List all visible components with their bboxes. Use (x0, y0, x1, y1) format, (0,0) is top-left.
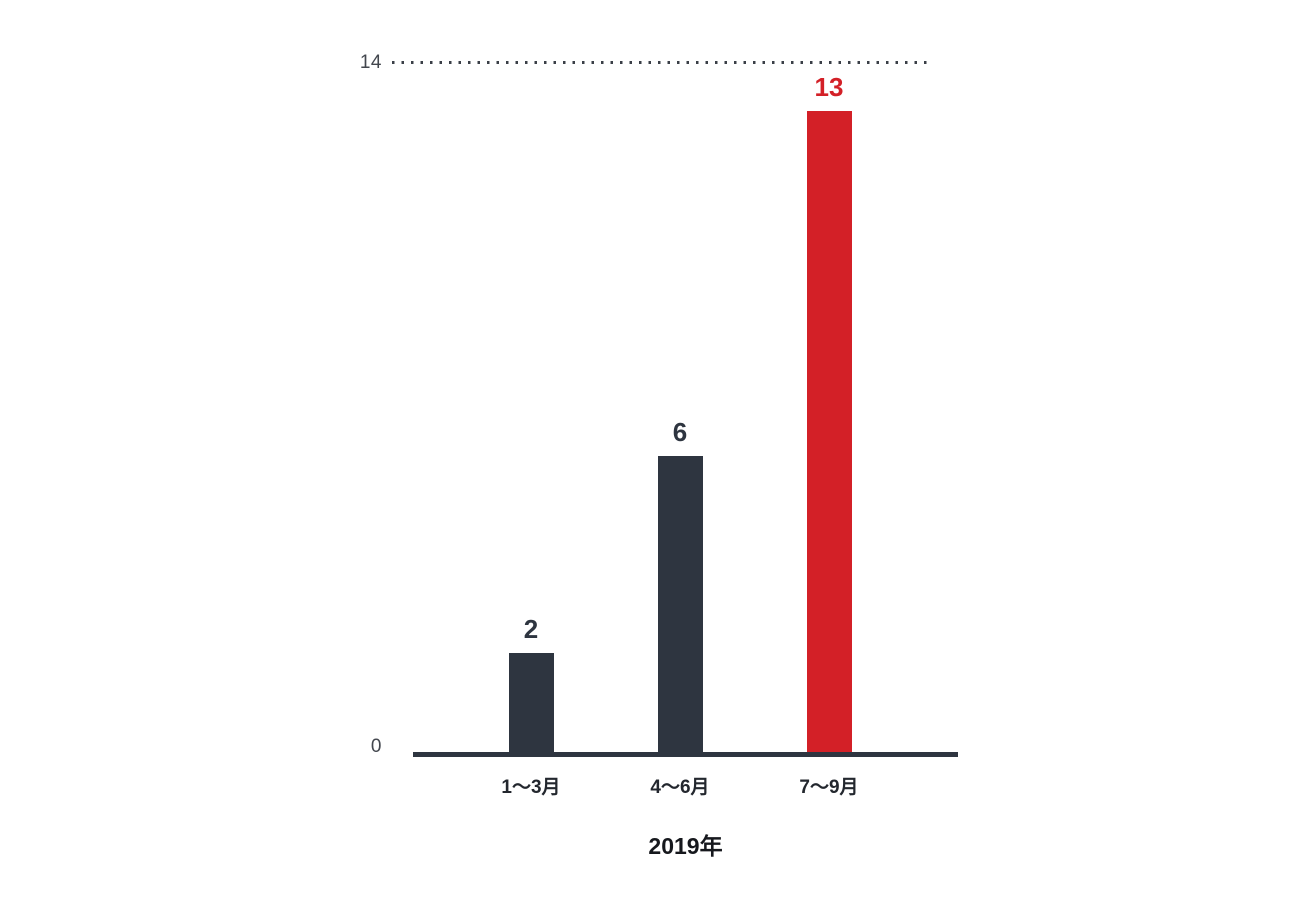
x-tick-label: 4〜6月 (650, 777, 710, 798)
bar (806, 111, 852, 752)
x-tick-label: 7〜9月 (799, 777, 859, 798)
bar-value-label: 2 (523, 614, 539, 644)
bar-value-label: 6 (672, 417, 688, 447)
x-tick-label: 1〜3月 (501, 777, 561, 798)
x-axis-title: 2019年 (648, 833, 723, 859)
bar (657, 456, 703, 752)
x-axis-line (413, 752, 958, 757)
x-axis-tick-labels: 1〜3月 4〜6月 7〜9月 (413, 772, 958, 800)
y-axis-tick-label-zero: 0 (370, 736, 382, 757)
bar-value-label: 13 (814, 72, 844, 102)
y-axis-tick-label-max: 14 (359, 52, 382, 73)
plot-area: 2 6 13 (413, 62, 958, 752)
bar (508, 653, 554, 752)
dotted-gridline (392, 61, 928, 64)
